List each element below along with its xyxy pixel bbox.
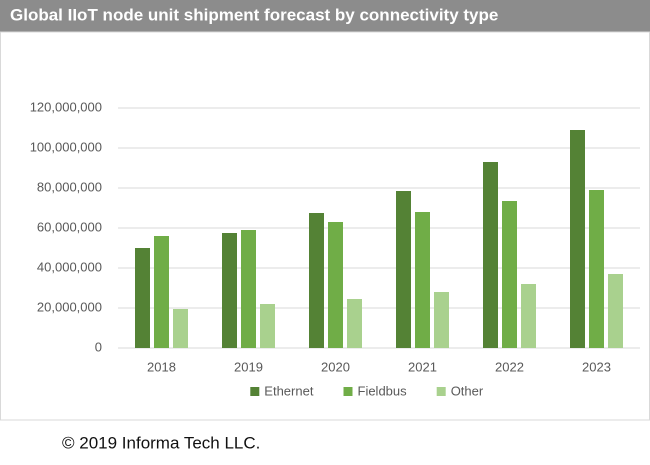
bar: [347, 299, 362, 348]
y-tick-label: 40,000,000: [37, 259, 102, 274]
x-tick-label: 2019: [234, 359, 263, 374]
y-tick-label: 120,000,000: [30, 99, 102, 114]
bar: [483, 162, 498, 348]
source: © 2019 Informa Tech LLC.: [62, 433, 260, 452]
bar: [396, 191, 411, 348]
x-tick-label: 2020: [321, 359, 350, 374]
bar: [241, 230, 256, 348]
x-tick-label: 2023: [582, 359, 611, 374]
y-tick-label: 60,000,000: [37, 219, 102, 234]
bar: [608, 274, 623, 348]
bar: [434, 292, 449, 348]
chart-title: Global IIoT node unit shipment forecast …: [10, 5, 498, 24]
legend-label: Ethernet: [264, 383, 314, 398]
bar: [502, 201, 517, 348]
bar: [521, 284, 536, 348]
bar: [589, 190, 604, 348]
y-tick-label: 80,000,000: [37, 179, 102, 194]
bar: [328, 222, 343, 348]
bar: [222, 233, 237, 348]
y-tick-label: 20,000,000: [37, 299, 102, 314]
legend-swatch: [343, 387, 353, 396]
legend-label: Fieldbus: [358, 383, 408, 398]
y-tick-label: 100,000,000: [30, 139, 102, 154]
legend-label: Other: [451, 383, 484, 398]
legend-swatch: [436, 387, 446, 396]
bar: [570, 130, 585, 348]
y-tick-label: 0: [95, 339, 102, 354]
bar: [154, 236, 169, 348]
x-tick-label: 2018: [147, 359, 176, 374]
bar: [309, 213, 324, 348]
title-bar: [0, 0, 650, 32]
chart-frame: [0, 31, 650, 421]
bar: [415, 212, 430, 348]
x-tick-label: 2022: [495, 359, 524, 374]
legend-swatch: [250, 387, 260, 396]
bar: [135, 248, 150, 348]
bar: [260, 304, 275, 348]
bar: [173, 309, 188, 348]
x-tick-label: 2021: [408, 359, 437, 374]
